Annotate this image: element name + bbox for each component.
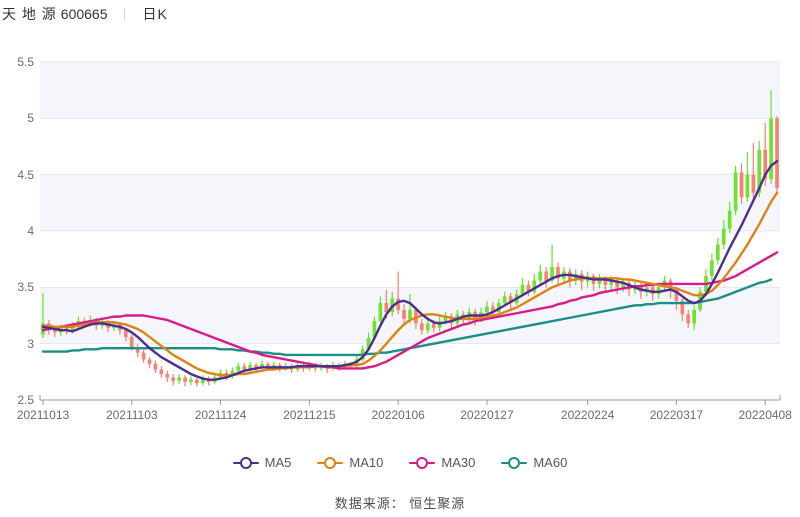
y-axis-label: 3 — [27, 336, 34, 351]
legend-item-ma30[interactable]: MA30 — [409, 455, 475, 470]
legend-label: MA60 — [533, 455, 568, 470]
y-axis-label: 4.5 — [17, 167, 34, 182]
y-axis-label: 3.5 — [17, 280, 34, 295]
candlestick-series — [41, 90, 779, 387]
y-axis-label: 5.5 — [17, 55, 34, 69]
x-axis-label: 20220127 — [460, 408, 514, 422]
x-axis-label: 20220408 — [738, 408, 792, 422]
period-label: 日K — [142, 6, 168, 22]
stock-name: 天 地 源 — [2, 6, 57, 22]
legend-item-ma10[interactable]: MA10 — [317, 455, 383, 470]
legend-marker-icon — [501, 456, 528, 470]
ma-line-ma5 — [41, 159, 779, 381]
legend-item-ma5[interactable]: MA5 — [232, 455, 292, 470]
ma-line-ma10 — [41, 191, 779, 377]
x-axis-label: 20211215 — [283, 408, 336, 422]
legend-label: MA5 — [264, 455, 292, 470]
legend-marker-icon — [409, 456, 436, 470]
stock-code: 600665 — [60, 6, 108, 22]
legend-item-ma60[interactable]: MA60 — [501, 455, 567, 470]
legend-marker-icon — [317, 456, 344, 470]
chart-header: 天 地 源 600665 日K — [0, 0, 168, 28]
x-axis-label: 20220224 — [560, 408, 615, 422]
chart-legend: MA5 MA10 MA30 MA60 — [0, 455, 800, 470]
x-axis-label: 20220106 — [371, 408, 425, 422]
x-axis-label: 20211103 — [105, 408, 158, 422]
header-divider — [123, 7, 125, 21]
data-source-note: 数据来源： 恒生聚源 — [334, 496, 466, 511]
y-axis-label: 2.5 — [17, 393, 34, 407]
y-axis-label: 4 — [27, 224, 34, 238]
x-axis-label: 20211124 — [194, 408, 247, 422]
x-axis-label: 20220317 — [649, 408, 704, 422]
y-axis-label: 5 — [27, 111, 34, 126]
legend-marker-icon — [232, 456, 259, 470]
legend-label: MA10 — [349, 455, 384, 470]
legend-label: MA30 — [441, 455, 476, 470]
x-axis-label: 20211013 — [16, 408, 70, 422]
